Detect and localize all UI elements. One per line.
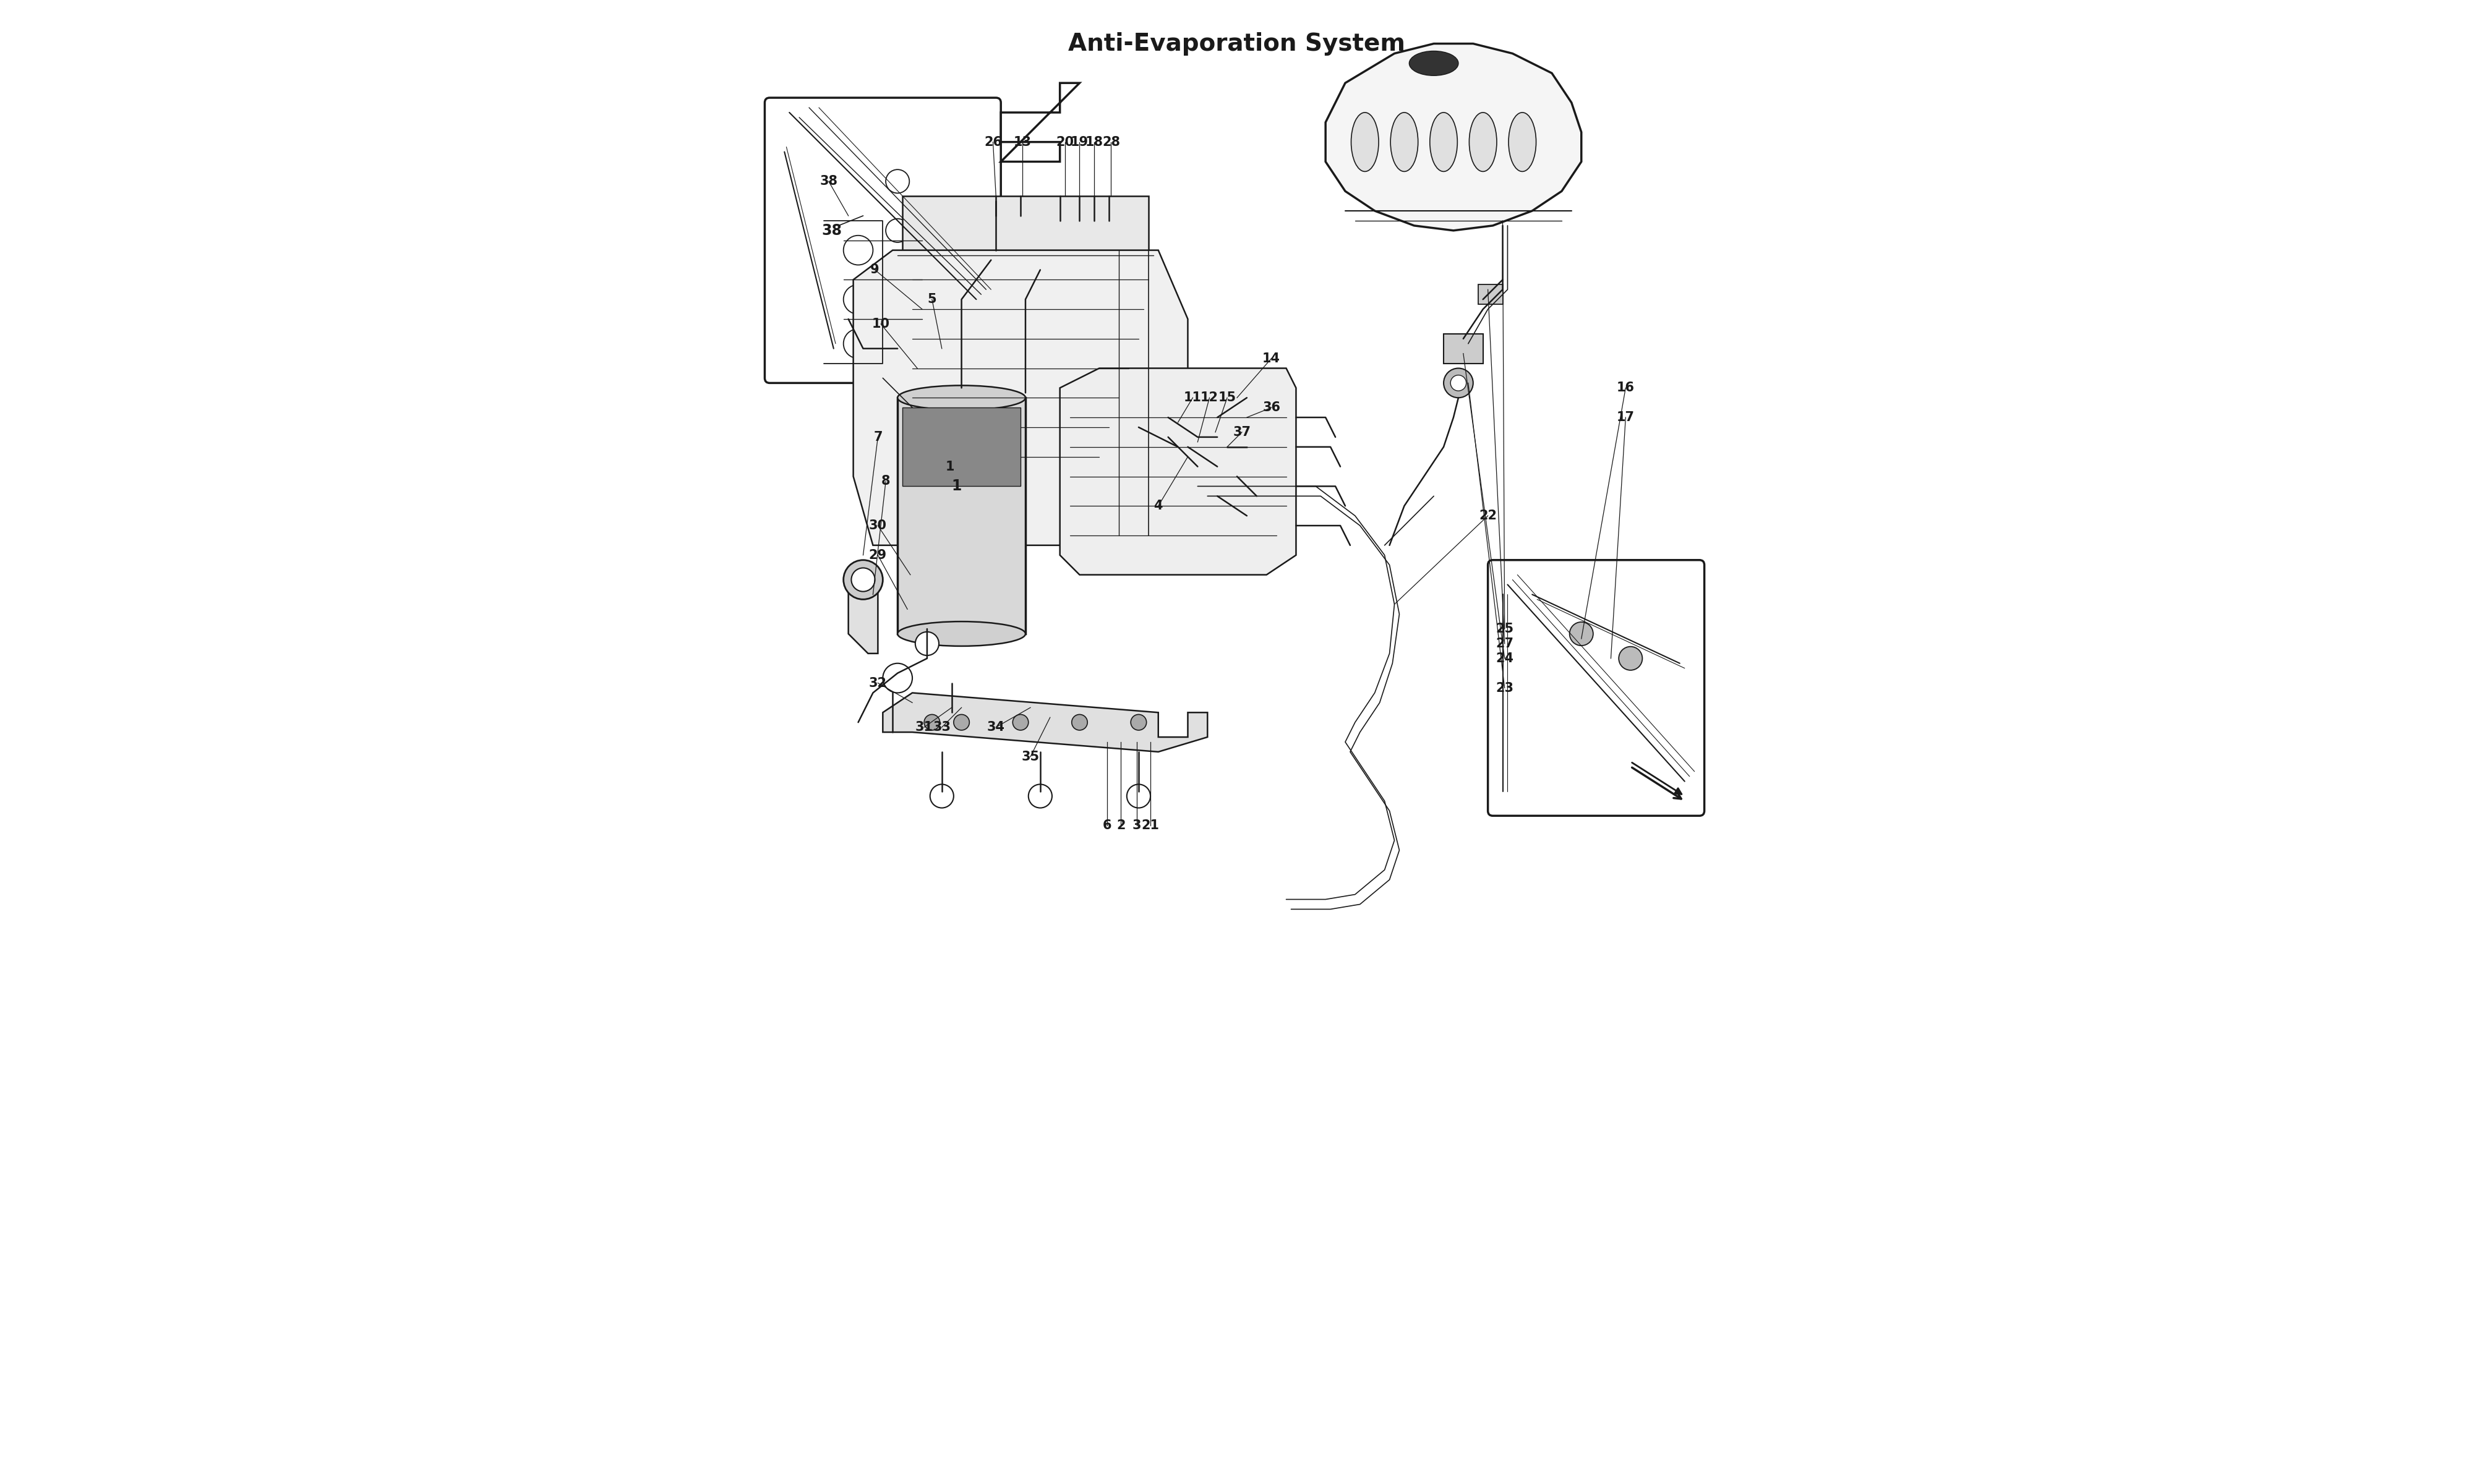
Ellipse shape: [1430, 113, 1457, 172]
Circle shape: [1131, 714, 1145, 730]
Circle shape: [883, 663, 913, 693]
Text: 36: 36: [1262, 401, 1282, 414]
Text: 29: 29: [868, 549, 886, 561]
Text: 3: 3: [1133, 819, 1141, 833]
Text: 10: 10: [871, 318, 891, 329]
Circle shape: [1126, 785, 1150, 807]
Text: 38: 38: [819, 175, 839, 187]
Text: 14: 14: [1262, 352, 1282, 365]
Bar: [1445, 334, 1482, 364]
Text: 35: 35: [1022, 751, 1039, 763]
Text: 25: 25: [1497, 623, 1514, 635]
Text: 32: 32: [868, 677, 886, 689]
Ellipse shape: [898, 622, 1024, 646]
Text: 33: 33: [933, 721, 950, 733]
Ellipse shape: [1390, 113, 1418, 172]
Circle shape: [1618, 647, 1643, 671]
Text: 13: 13: [1014, 137, 1032, 148]
Ellipse shape: [898, 386, 1024, 410]
Bar: [903, 408, 1022, 487]
Bar: [898, 398, 1024, 634]
Circle shape: [930, 785, 952, 807]
Circle shape: [886, 218, 910, 242]
Circle shape: [886, 169, 910, 193]
Text: 5: 5: [928, 294, 938, 306]
Text: 19: 19: [1071, 137, 1089, 148]
Polygon shape: [1326, 43, 1581, 230]
Polygon shape: [854, 251, 1188, 545]
Text: 23: 23: [1497, 681, 1514, 695]
Circle shape: [952, 714, 970, 730]
Text: 6: 6: [1103, 819, 1111, 833]
Circle shape: [1029, 785, 1051, 807]
Text: 9: 9: [871, 264, 878, 276]
Ellipse shape: [1351, 113, 1378, 172]
Text: 17: 17: [1616, 411, 1635, 423]
Text: 12: 12: [1200, 392, 1217, 404]
Text: Anti-Evaporation System: Anti-Evaporation System: [1069, 31, 1405, 55]
Circle shape: [844, 329, 873, 359]
Text: 16: 16: [1616, 381, 1635, 395]
Text: 18: 18: [1086, 137, 1103, 148]
Text: 34: 34: [987, 721, 1004, 733]
Text: 11: 11: [1183, 392, 1202, 404]
Circle shape: [1569, 622, 1593, 646]
Circle shape: [844, 559, 883, 600]
Circle shape: [886, 269, 910, 291]
Text: 20: 20: [1056, 137, 1074, 148]
Circle shape: [1450, 375, 1467, 390]
Text: 24: 24: [1497, 651, 1514, 665]
Text: 8: 8: [881, 475, 891, 488]
Polygon shape: [849, 574, 878, 653]
Text: 1: 1: [945, 460, 955, 473]
Text: 37: 37: [1232, 426, 1252, 438]
Ellipse shape: [1509, 113, 1536, 172]
Text: 15: 15: [1217, 392, 1237, 404]
Text: 38: 38: [821, 223, 841, 237]
Circle shape: [844, 285, 873, 315]
Text: 27: 27: [1497, 638, 1514, 650]
Text: 2: 2: [1116, 819, 1126, 833]
Circle shape: [1012, 714, 1029, 730]
Ellipse shape: [1470, 113, 1497, 172]
Text: 21: 21: [1141, 819, 1160, 833]
Text: 26: 26: [985, 137, 1002, 148]
Polygon shape: [903, 196, 1148, 251]
Circle shape: [1445, 368, 1472, 398]
Text: 7: 7: [873, 430, 883, 444]
Polygon shape: [1002, 83, 1079, 162]
Circle shape: [851, 568, 876, 592]
Text: 31: 31: [915, 721, 933, 733]
Text: 1: 1: [952, 479, 962, 494]
Circle shape: [915, 632, 940, 656]
Ellipse shape: [1410, 50, 1457, 76]
Circle shape: [1071, 714, 1089, 730]
Polygon shape: [883, 693, 1207, 752]
FancyBboxPatch shape: [764, 98, 1002, 383]
Text: 4: 4: [1153, 500, 1163, 512]
Text: 28: 28: [1101, 137, 1121, 148]
Circle shape: [844, 236, 873, 266]
Circle shape: [925, 714, 940, 730]
FancyBboxPatch shape: [1487, 559, 1705, 816]
Polygon shape: [1059, 368, 1296, 574]
Bar: [1477, 285, 1502, 304]
Text: 22: 22: [1479, 509, 1497, 522]
Text: 30: 30: [868, 519, 886, 531]
